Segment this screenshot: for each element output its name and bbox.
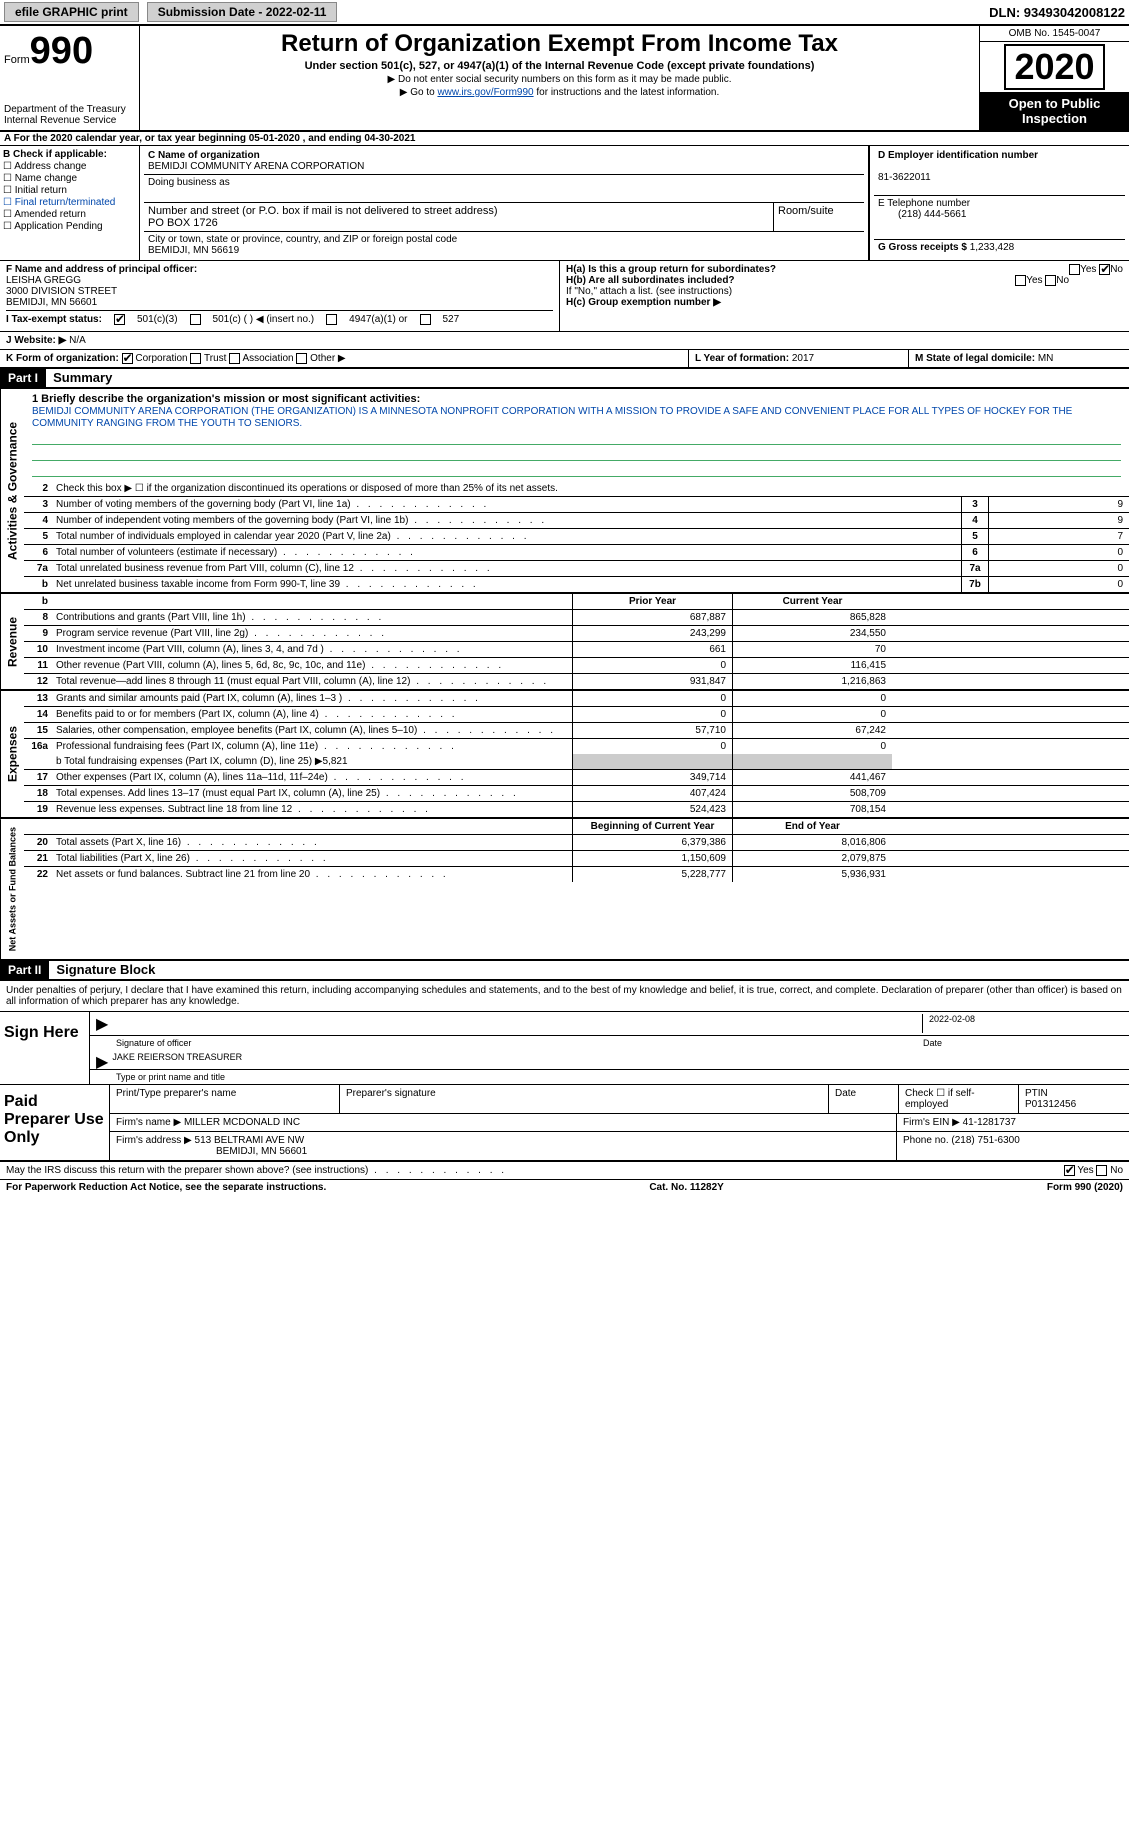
city-label: City or town, state or province, country…: [148, 234, 457, 245]
e-label: E Telephone number: [878, 198, 970, 209]
part1-header: Part I Summary: [0, 369, 1129, 389]
cb-4947[interactable]: [326, 314, 337, 325]
c-name-label: C Name of organization: [148, 150, 260, 161]
summary-rev: Revenue bPrior YearCurrent Year 8Contrib…: [0, 594, 1129, 691]
dba-label: Doing business as: [148, 177, 230, 188]
vert-exp: Expenses: [0, 691, 24, 817]
phone: (218) 444-5661: [878, 209, 966, 220]
tax-year: 2020: [1004, 44, 1104, 90]
form-subtitle: Under section 501(c), 527, or 4947(a)(1)…: [148, 60, 971, 72]
vert-na: Net Assets or Fund Balances: [0, 819, 24, 959]
form-title: Return of Organization Exempt From Incom…: [148, 30, 971, 58]
open-inspection: Open to Public Inspection: [980, 92, 1129, 130]
officer-name: LEISHA GREGG: [6, 275, 81, 286]
submission-btn[interactable]: Submission Date - 2022-02-11: [147, 2, 338, 22]
row-fh: F Name and address of principal officer:…: [0, 261, 1129, 332]
officer-addr1: 3000 DIVISION STREET: [6, 286, 117, 297]
ein: 81-3622011: [878, 172, 931, 183]
summary-gov: Activities & Governance 1 Briefly descri…: [0, 389, 1129, 594]
discuss-yes[interactable]: [1064, 1165, 1075, 1176]
declaration: Under penalties of perjury, I declare th…: [0, 981, 1129, 1012]
cb-other[interactable]: [296, 353, 307, 364]
cb-trust[interactable]: [190, 353, 201, 364]
cb-501c3[interactable]: [114, 314, 125, 325]
k-row: K Form of organization: Corporation Trus…: [0, 350, 1129, 369]
mission-text: BEMIDJI COMMUNITY ARENA CORPORATION (THE…: [32, 406, 1072, 429]
summary-na: Net Assets or Fund Balances Beginning of…: [0, 819, 1129, 961]
cb-501c[interactable]: [190, 314, 201, 325]
section-bc: B Check if applicable: ☐ Address change …: [0, 146, 1129, 261]
top-bar: efile GRAPHIC print Submission Date - 20…: [0, 0, 1129, 26]
officer-addr2: BEMIDJI, MN 56601: [6, 297, 97, 308]
part2-header: Part II Signature Block: [0, 961, 1129, 981]
omb: OMB No. 1545-0047: [980, 26, 1129, 42]
f-label: F Name and address of principal officer:: [6, 264, 197, 275]
paid-preparer: Paid Preparer Use Only Print/Type prepar…: [0, 1085, 1129, 1162]
note2: ▶ Go to www.irs.gov/Form990 for instruct…: [148, 87, 971, 98]
row-a: A For the 2020 calendar year, or tax yea…: [0, 132, 1129, 146]
discuss-no[interactable]: [1096, 1165, 1107, 1176]
form-label: Form: [4, 54, 30, 66]
irs-link[interactable]: www.irs.gov/Form990: [437, 87, 533, 98]
org-name: BEMIDJI COMMUNITY ARENA CORPORATION: [148, 161, 364, 172]
mission-label: 1 Briefly describe the organization's mi…: [32, 393, 420, 405]
vert-gov: Activities & Governance: [0, 389, 24, 592]
addr: PO BOX 1726: [148, 217, 218, 229]
dln: DLN: 93493042008122: [989, 5, 1125, 20]
city: BEMIDJI, MN 56619: [148, 245, 239, 256]
room-label: Room/suite: [778, 205, 834, 217]
gross-receipts: 1,233,428: [970, 242, 1015, 253]
dept: Department of the Treasury Internal Reve…: [4, 104, 135, 126]
footer: For Paperwork Reduction Act Notice, see …: [0, 1180, 1129, 1195]
d-label: D Employer identification number: [878, 150, 1038, 161]
addr-label: Number and street (or P.O. box if mail i…: [148, 205, 498, 217]
g-label: G Gross receipts $: [878, 242, 967, 253]
sign-here: Sign Here ▶ 2022-02-08 Signature of offi…: [0, 1012, 1129, 1085]
note1: ▶ Do not enter social security numbers o…: [148, 74, 971, 85]
website-row: J Website: ▶ N/A: [0, 332, 1129, 350]
cb-assoc[interactable]: [229, 353, 240, 364]
cb-527[interactable]: [420, 314, 431, 325]
box-b: B Check if applicable: ☐ Address change …: [0, 146, 140, 260]
discuss-row: May the IRS discuss this return with the…: [0, 1162, 1129, 1180]
vert-rev: Revenue: [0, 594, 24, 689]
form-number: 990: [30, 30, 93, 73]
i-label: I Tax-exempt status:: [6, 314, 102, 325]
efile-btn[interactable]: efile GRAPHIC print: [4, 2, 139, 22]
form-header: Form 990 Department of the Treasury Inte…: [0, 26, 1129, 132]
cb-corp[interactable]: [122, 353, 133, 364]
summary-exp: Expenses 13Grants and similar amounts pa…: [0, 691, 1129, 819]
